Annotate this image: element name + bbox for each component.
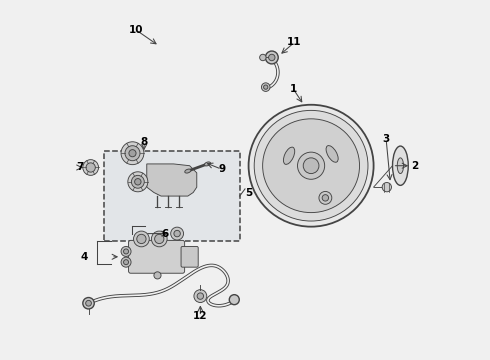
- Text: 2: 2: [411, 161, 418, 171]
- Text: 7: 7: [76, 162, 84, 172]
- Circle shape: [129, 150, 136, 157]
- Circle shape: [197, 293, 203, 299]
- Text: 9: 9: [218, 164, 225, 174]
- Text: 10: 10: [129, 25, 143, 35]
- Ellipse shape: [392, 146, 408, 185]
- FancyBboxPatch shape: [128, 240, 185, 273]
- Circle shape: [135, 179, 141, 185]
- Text: 8: 8: [141, 138, 148, 148]
- Text: 3: 3: [383, 134, 390, 144]
- Ellipse shape: [185, 169, 191, 173]
- Circle shape: [134, 231, 149, 247]
- Circle shape: [121, 257, 131, 267]
- Ellipse shape: [204, 162, 211, 166]
- Circle shape: [174, 230, 180, 237]
- Text: 12: 12: [193, 311, 208, 321]
- Circle shape: [155, 234, 164, 244]
- Circle shape: [229, 295, 239, 305]
- FancyBboxPatch shape: [104, 152, 240, 241]
- Ellipse shape: [254, 111, 368, 221]
- Circle shape: [123, 249, 128, 254]
- Circle shape: [382, 183, 392, 192]
- Circle shape: [269, 54, 275, 61]
- Ellipse shape: [326, 145, 338, 162]
- Polygon shape: [147, 164, 197, 196]
- Circle shape: [86, 300, 92, 306]
- Text: 5: 5: [245, 188, 252, 198]
- Circle shape: [262, 83, 270, 91]
- Circle shape: [121, 142, 144, 165]
- Text: 6: 6: [161, 229, 168, 239]
- Circle shape: [125, 146, 140, 161]
- Circle shape: [128, 172, 148, 192]
- Circle shape: [319, 192, 332, 204]
- Circle shape: [194, 290, 207, 302]
- Text: 1: 1: [290, 84, 297, 94]
- Ellipse shape: [248, 105, 373, 227]
- Circle shape: [121, 247, 131, 256]
- Circle shape: [131, 175, 144, 188]
- FancyBboxPatch shape: [181, 247, 198, 267]
- Circle shape: [322, 195, 329, 201]
- Text: 4: 4: [80, 252, 88, 262]
- Ellipse shape: [283, 147, 294, 165]
- Circle shape: [266, 51, 278, 64]
- Circle shape: [264, 85, 268, 89]
- Circle shape: [154, 272, 161, 279]
- Ellipse shape: [263, 119, 360, 213]
- Circle shape: [86, 163, 96, 172]
- Circle shape: [137, 234, 146, 244]
- Circle shape: [123, 260, 128, 265]
- Circle shape: [171, 227, 184, 240]
- Circle shape: [83, 297, 94, 309]
- Circle shape: [297, 152, 325, 179]
- Ellipse shape: [397, 158, 404, 174]
- Circle shape: [260, 54, 266, 61]
- Circle shape: [303, 158, 319, 174]
- Text: 11: 11: [287, 37, 301, 48]
- Circle shape: [151, 231, 167, 247]
- Circle shape: [83, 159, 98, 175]
